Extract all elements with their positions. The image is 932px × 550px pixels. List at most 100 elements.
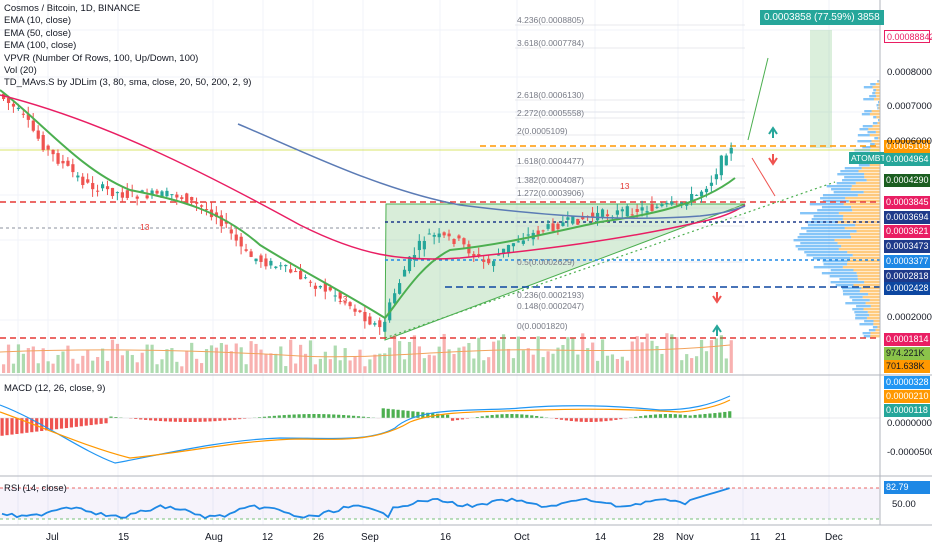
vpvr-down-row bbox=[875, 92, 880, 95]
candle bbox=[234, 234, 238, 241]
candle bbox=[546, 224, 550, 229]
macd-histogram-bar bbox=[713, 413, 717, 418]
candle bbox=[204, 209, 209, 211]
vpvr-up-row bbox=[873, 89, 877, 92]
macd-title[interactable]: MACD (12, 26, close, 9) bbox=[4, 383, 106, 394]
vpvr-up-row bbox=[876, 104, 879, 107]
rsi-title[interactable]: RSI (14, close) bbox=[4, 483, 67, 494]
price-axis-label: 0.0006000 bbox=[887, 136, 932, 147]
legend-vol[interactable]: Vol (20) bbox=[4, 64, 37, 76]
volume-bar bbox=[21, 353, 25, 373]
volume-bar bbox=[660, 353, 664, 373]
volume-bar bbox=[605, 355, 610, 373]
candle bbox=[591, 212, 595, 217]
macd-histogram-bar bbox=[25, 418, 29, 433]
vpvr-down-row bbox=[869, 164, 880, 167]
time-axis-label: 12 bbox=[262, 532, 274, 543]
volume-bar bbox=[670, 334, 674, 373]
macd-histogram-bar bbox=[718, 412, 722, 418]
candle bbox=[110, 187, 115, 197]
price-tag: 0.0003621 bbox=[884, 225, 930, 238]
macd-histogram-bar bbox=[554, 418, 559, 420]
vpvr-down-row bbox=[878, 107, 880, 110]
macd-histogram-bar bbox=[337, 414, 341, 418]
vpvr-down-row bbox=[877, 122, 880, 125]
candle bbox=[338, 292, 342, 299]
vpvr-down-row bbox=[874, 143, 880, 146]
vpvr-down-row bbox=[873, 320, 880, 323]
vpvr-down-row bbox=[878, 104, 880, 107]
vpvr-up-row bbox=[839, 278, 858, 281]
vpvr-up-row bbox=[807, 224, 856, 227]
candle bbox=[487, 258, 491, 264]
volume-bar bbox=[576, 354, 580, 373]
macd-histogram-bar bbox=[446, 414, 450, 418]
vpvr-up-row bbox=[854, 311, 868, 314]
volume-bar bbox=[31, 346, 35, 373]
macd-histogram-bar bbox=[10, 418, 14, 435]
legend-ema100[interactable]: EMA (100, close) bbox=[4, 40, 77, 52]
price-tag: 0.0002818 bbox=[884, 270, 930, 283]
vpvr-up-row bbox=[870, 143, 875, 146]
vpvr-up-row bbox=[857, 134, 870, 137]
candle bbox=[318, 285, 322, 288]
legend-td[interactable]: TD_MAvs.S by JDLim (3, 80, sma, close, 2… bbox=[4, 77, 252, 89]
volume-bar bbox=[467, 342, 471, 373]
volume-bar bbox=[551, 353, 555, 373]
candle bbox=[576, 218, 580, 225]
macd-histogram-bar bbox=[208, 418, 212, 422]
time-axis-label: 14 bbox=[595, 532, 607, 543]
vpvr-up-row bbox=[817, 209, 853, 212]
candle bbox=[719, 155, 723, 176]
macd-histogram-bar bbox=[540, 416, 544, 418]
volume-bar bbox=[442, 333, 446, 373]
volume-bar bbox=[175, 361, 179, 373]
price-tag: 0.0001814 bbox=[884, 333, 930, 346]
vpvr-down-row bbox=[870, 146, 880, 149]
candle bbox=[412, 255, 417, 261]
vpvr-up-row bbox=[861, 113, 870, 116]
macd-histogram-bar bbox=[698, 414, 702, 418]
time-axis-label: Jul bbox=[46, 532, 59, 543]
candle bbox=[383, 321, 387, 332]
support-trendline bbox=[384, 181, 836, 339]
vpvr-down-row bbox=[866, 317, 880, 320]
candle bbox=[91, 183, 95, 190]
macd-histogram-bar bbox=[54, 418, 59, 430]
vpvr-up-row bbox=[874, 137, 879, 140]
volume-bar bbox=[511, 358, 516, 373]
volume-bar bbox=[487, 357, 491, 373]
chart-drawings bbox=[0, 24, 880, 341]
vpvr-up-row bbox=[813, 266, 843, 269]
macd-histogram-bar bbox=[332, 414, 336, 418]
candle bbox=[566, 217, 570, 220]
volume-bar bbox=[224, 344, 228, 373]
volume-bar bbox=[294, 363, 298, 373]
price-axis-label: 0.0002000 bbox=[887, 312, 932, 323]
vpvr-up-row bbox=[822, 260, 848, 263]
time-axis-label: Sep bbox=[361, 532, 379, 543]
vpvr-down-row bbox=[847, 251, 880, 254]
fib-level-label: 2.272(0.0005558) bbox=[517, 108, 585, 118]
macd-histogram-bar bbox=[79, 418, 83, 427]
legend-ema50[interactable]: EMA (50, close) bbox=[4, 27, 72, 39]
legend-ema10[interactable]: EMA (10, close) bbox=[4, 15, 72, 27]
vpvr-down-row bbox=[855, 224, 880, 227]
volume-bar bbox=[586, 348, 590, 373]
vpvr-down-row bbox=[856, 230, 880, 233]
vpvr-down-row bbox=[868, 293, 880, 296]
candle bbox=[41, 135, 45, 151]
legend-vpvr[interactable]: VPVR (Number Of Rows, 100, Up/Down, 100) bbox=[4, 52, 199, 64]
candle bbox=[600, 209, 605, 217]
candle bbox=[432, 234, 436, 237]
volume-bar bbox=[185, 350, 189, 373]
candle bbox=[125, 190, 129, 198]
volume-bar bbox=[635, 336, 639, 373]
volume-bar bbox=[105, 360, 110, 373]
macd-histogram-bar bbox=[693, 414, 697, 418]
grid bbox=[0, 0, 880, 525]
candle bbox=[506, 244, 511, 254]
vpvr-up-row bbox=[820, 197, 846, 200]
candle bbox=[615, 210, 619, 215]
